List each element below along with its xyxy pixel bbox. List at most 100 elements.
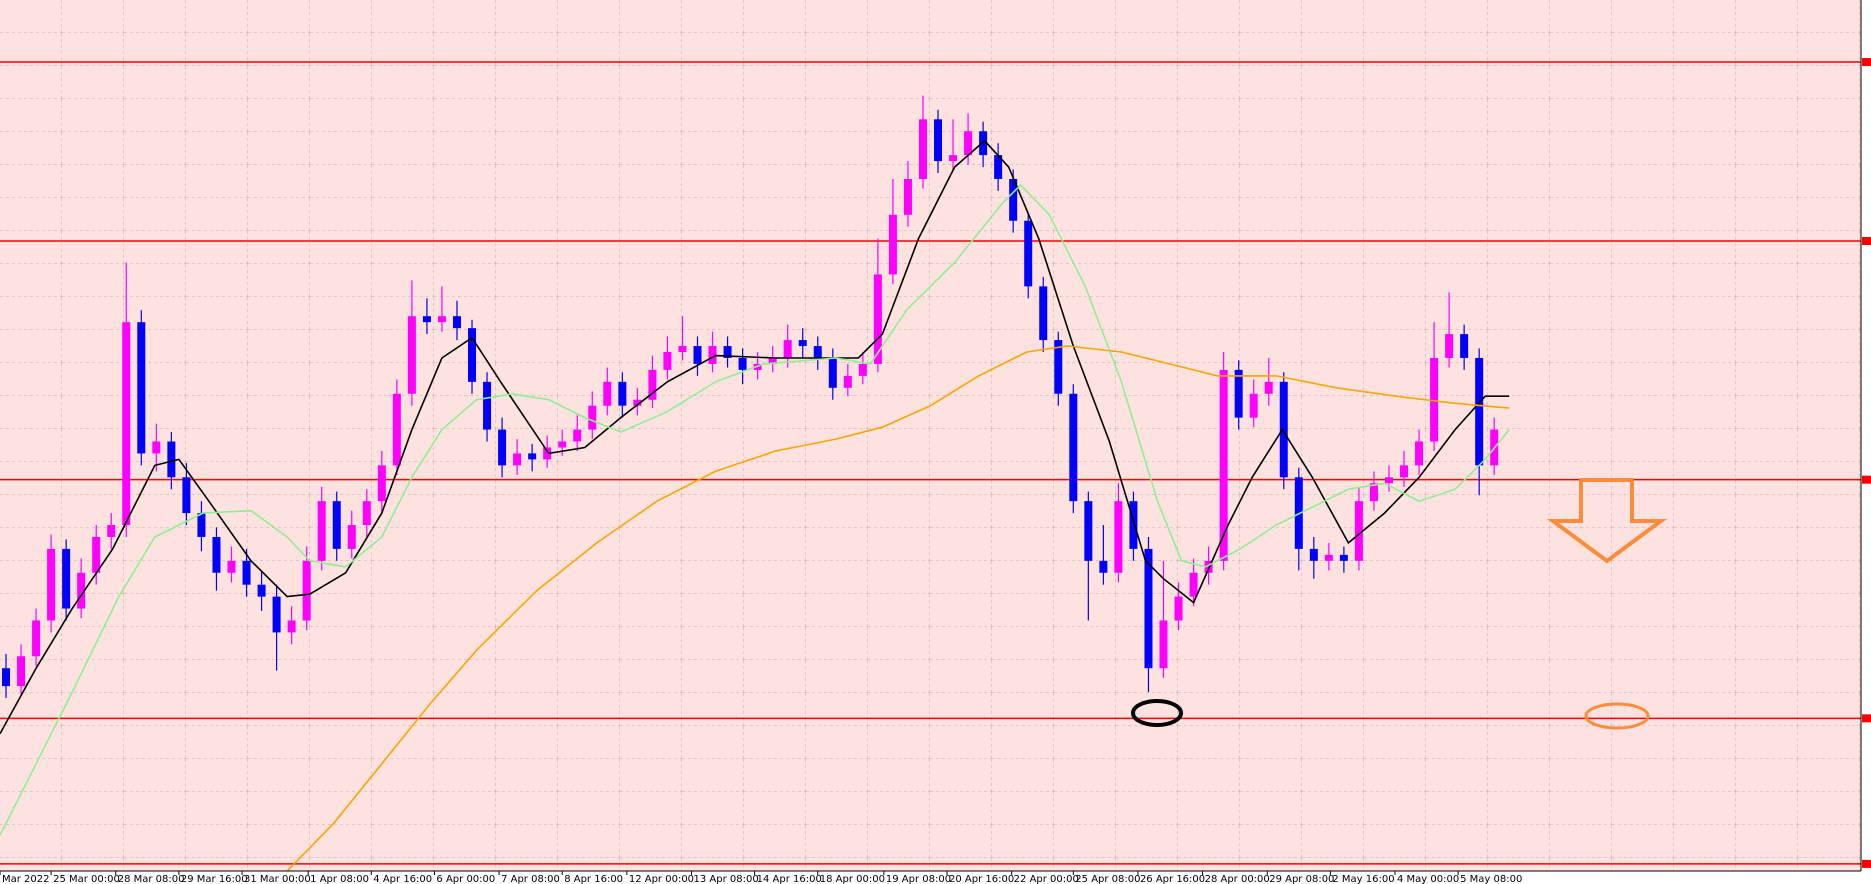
candle-body: [47, 548, 56, 621]
x-tick-label: 2 May 16:00: [1332, 874, 1394, 884]
candle-body: [332, 501, 341, 549]
x-tick-label: 22 Apr 00:00: [1014, 874, 1079, 884]
x-tick-label: 19 Apr 08:00: [886, 874, 951, 884]
candle-body: [468, 328, 477, 382]
candle-body: [693, 346, 702, 364]
down-arrow: [1546, 478, 1668, 564]
x-tick-label: 12 Apr 00:00: [629, 874, 694, 884]
candle-body: [708, 346, 717, 364]
candle-body: [1024, 220, 1033, 287]
candle-body: [994, 155, 1003, 179]
candle-body: [949, 155, 958, 162]
x-tick-label: 5 May 08:00: [1460, 874, 1522, 884]
x-tick-label: 4 Apr 16:00: [373, 874, 432, 884]
candle-body: [603, 381, 612, 406]
candle-body: [723, 346, 732, 358]
candle-body: [212, 536, 221, 573]
candle-body: [648, 369, 657, 400]
moving-average: [0, 139, 1510, 735]
candle-body: [483, 381, 492, 430]
candle-body: [1445, 334, 1454, 358]
candle-body: [317, 501, 326, 561]
candle-body: [813, 346, 822, 358]
candle-body: [618, 381, 627, 406]
candle-body: [1369, 483, 1378, 502]
candle-body: [242, 560, 251, 585]
candle-body: [1460, 334, 1469, 358]
candle-body: [1475, 357, 1484, 466]
candle-body: [858, 363, 867, 376]
x-tick-label: 8 Apr 16:00: [564, 874, 623, 884]
candle-body: [934, 119, 943, 162]
candle-body: [17, 656, 26, 687]
candle-body: [798, 340, 807, 347]
candle-body: [227, 560, 236, 573]
candle-body: [32, 620, 41, 657]
candle-body: [137, 322, 146, 454]
candle-body: [633, 399, 642, 406]
candle-body: [362, 501, 371, 526]
x-tick-label: Mar 2022: [2, 874, 50, 884]
candle-body: [783, 340, 792, 358]
candle-body: [1159, 620, 1168, 669]
candle-body: [1264, 381, 1273, 394]
candle-body: [182, 477, 191, 514]
x-tick-label: 18 Apr 00:00: [820, 874, 885, 884]
candle-body: [437, 316, 446, 323]
candle-body: [573, 429, 582, 442]
candle-body: [1430, 357, 1439, 442]
level-tag: [1862, 237, 1871, 246]
candle-body: [377, 465, 386, 502]
candle-body: [1249, 393, 1258, 418]
candle-body: [77, 572, 86, 609]
x-tick-label: 31 Mar 00:00: [244, 874, 311, 884]
candle-body: [1279, 381, 1288, 478]
candle-body: [888, 214, 897, 275]
moving-average: [0, 183, 1510, 836]
candle-body: [272, 596, 281, 633]
candle-body: [197, 513, 206, 537]
candle-body: [1039, 286, 1048, 341]
moving-average: [286, 345, 1510, 872]
candle-body: [768, 357, 777, 364]
candle-body: [1234, 369, 1243, 418]
x-tick-label: 28 Apr 00:00: [1205, 874, 1270, 884]
low-ellipse: [1131, 699, 1183, 727]
x-tick-label: 26 Apr 16:00: [1140, 874, 1205, 884]
candle-body: [873, 274, 882, 364]
candle-body: [498, 429, 507, 466]
candle-body: [1384, 477, 1393, 484]
candle-body: [1400, 465, 1409, 478]
candle-body: [1174, 596, 1183, 621]
x-tick-label: 13 Apr 08:00: [693, 874, 758, 884]
candle-body: [1189, 572, 1198, 597]
candle-body: [122, 322, 131, 526]
candle-body: [1099, 560, 1108, 573]
candle-body: [1129, 501, 1138, 549]
candle-body: [903, 178, 912, 215]
candle-body: [1324, 554, 1333, 561]
candle-body: [964, 131, 973, 156]
candle-body: [1204, 560, 1213, 573]
candle-body: [1114, 501, 1123, 573]
candle-body: [588, 405, 597, 430]
candle-body: [828, 357, 837, 388]
candle-body: [2, 668, 11, 687]
candle-body: [1084, 501, 1093, 561]
x-tick-label: 29 Mar 16:00: [181, 874, 248, 884]
candle-body: [422, 316, 431, 323]
candle-body: [302, 560, 311, 621]
x-tick-label: 4 May 00:00: [1397, 874, 1459, 884]
candle-body: [918, 119, 927, 179]
candle-body: [347, 525, 356, 549]
x-tick-label: 7 Apr 08:00: [501, 874, 560, 884]
level-tag: [1862, 475, 1871, 484]
candle-body: [92, 536, 101, 573]
x-tick-label: 14 Apr 16:00: [757, 874, 822, 884]
x-tick-label: 25 Mar 00:00: [53, 874, 120, 884]
level-tag: [1862, 859, 1871, 868]
candle-body: [62, 548, 71, 609]
level-tag: [1862, 714, 1871, 723]
candle-body: [1415, 441, 1424, 466]
